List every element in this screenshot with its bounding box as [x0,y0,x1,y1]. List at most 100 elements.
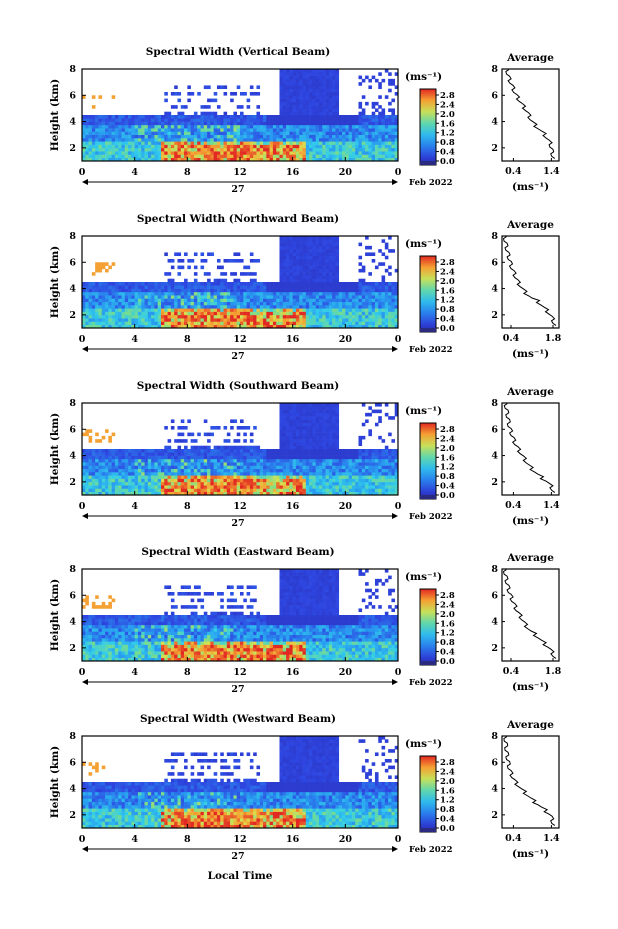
heatmap-cell [190,124,195,129]
heatmap-cell [151,488,155,493]
heatmap-cell [82,458,86,463]
heatmap-cell [319,118,323,122]
heatmap-cell [111,95,116,99]
heatmap-cell [91,472,96,476]
heatmap-cell [391,291,396,296]
heatmap-cell [95,324,99,329]
heatmap-cell [289,115,293,119]
heatmap-cell [220,147,224,152]
heatmap-cell [134,449,139,453]
heatmap-cell [91,295,96,299]
heatmap-cell [292,481,297,486]
heatmap-cell [167,468,172,473]
heatmap-cell [253,147,257,152]
heatmap-cell [197,285,201,289]
heatmap-cell [302,435,307,440]
heatmap-cell [358,255,363,260]
heatmap-cell [319,265,323,270]
heatmap-cell [220,449,224,453]
heatmap-cell [154,311,159,316]
heatmap-cell [299,419,303,424]
heatmap-cell [85,491,89,496]
heatmap-cell [223,111,228,116]
heatmap-cell [167,288,172,293]
heatmap-cell [289,242,293,247]
heatmap-cell [272,314,277,319]
heatmap-cell [371,321,376,326]
heatmap-cell [384,157,389,162]
heatmap-cell [240,305,244,309]
heatmap-cell [351,301,356,306]
heatmap-cell [289,485,293,489]
heatmap-cell [302,151,307,155]
heatmap-cell [141,311,145,316]
heatmap-cell [147,481,152,486]
heatmap-cell [299,465,303,470]
heatmap-cell [394,268,399,273]
heatmap-cell [289,449,293,453]
heatmap-cell [213,478,218,483]
heatmap-cell [184,128,188,132]
heatmap-cell [177,491,182,496]
heatmap-cell [342,295,346,299]
heatmap-cell [282,288,287,293]
heatmap-cell [282,85,287,90]
heatmap-cell [233,157,238,162]
heatmap-cell [184,282,188,286]
heatmap-cell [328,141,333,145]
heatmap-cell [95,138,99,142]
heatmap-cell [249,308,254,312]
heatmap-cell [305,115,310,119]
heatmap-cell [335,426,340,430]
heatmap-cell [128,321,132,326]
heatmap-cell [259,298,264,303]
heatmap-cell [263,121,267,126]
heatmap-cell [286,475,290,479]
heatmap-cell [289,92,293,96]
heatmap-cell [190,151,195,155]
heatmap-cell [101,154,106,159]
heatmap-cell [210,141,214,145]
heatmap-cell [322,88,326,93]
heatmap-cell [315,262,320,266]
heatmap-cell [144,154,149,159]
heatmap-cell [325,481,330,486]
heatmap-cell [322,239,326,243]
heatmap-cell [302,412,307,417]
heatmap-cell [121,285,126,289]
heatmap-cell [187,157,191,162]
heatmap-cell [128,128,132,132]
heatmap-cell [338,314,343,319]
heatmap-cell [177,475,182,479]
heatmap-cell [282,272,287,276]
heatmap-cell [302,275,307,280]
heatmap-cell [305,141,310,145]
y-tick-label: 2 [69,310,76,321]
heatmap-cell [170,124,175,129]
heatmap-cell [243,321,247,326]
heatmap-cell [391,128,396,132]
heatmap-cell [325,435,330,440]
heatmap-cell [263,472,267,476]
heatmap-cell [286,69,290,73]
heatmap-cell [302,478,307,483]
heatmap-cell [319,111,323,116]
heatmap-cell [309,141,313,145]
heatmap-cell [361,111,366,116]
heatmap-cell [213,128,218,132]
heatmap-cell [144,131,149,136]
heatmap-cell [207,111,211,116]
heatmap-cell [243,318,247,322]
heatmap-cell [177,131,182,136]
heatmap-cell [233,124,238,129]
average-y-tick-label: 2 [491,310,498,321]
heatmap-cell [299,442,303,447]
heatmap-cell [190,321,195,326]
heatmap-cell [137,465,142,470]
heatmap-cell [351,324,356,329]
heatmap-cell [335,98,340,103]
heatmap-cell [312,491,317,496]
heatmap-cell [210,321,214,326]
heatmap-cell [269,151,274,155]
heatmap-cell [328,314,333,319]
